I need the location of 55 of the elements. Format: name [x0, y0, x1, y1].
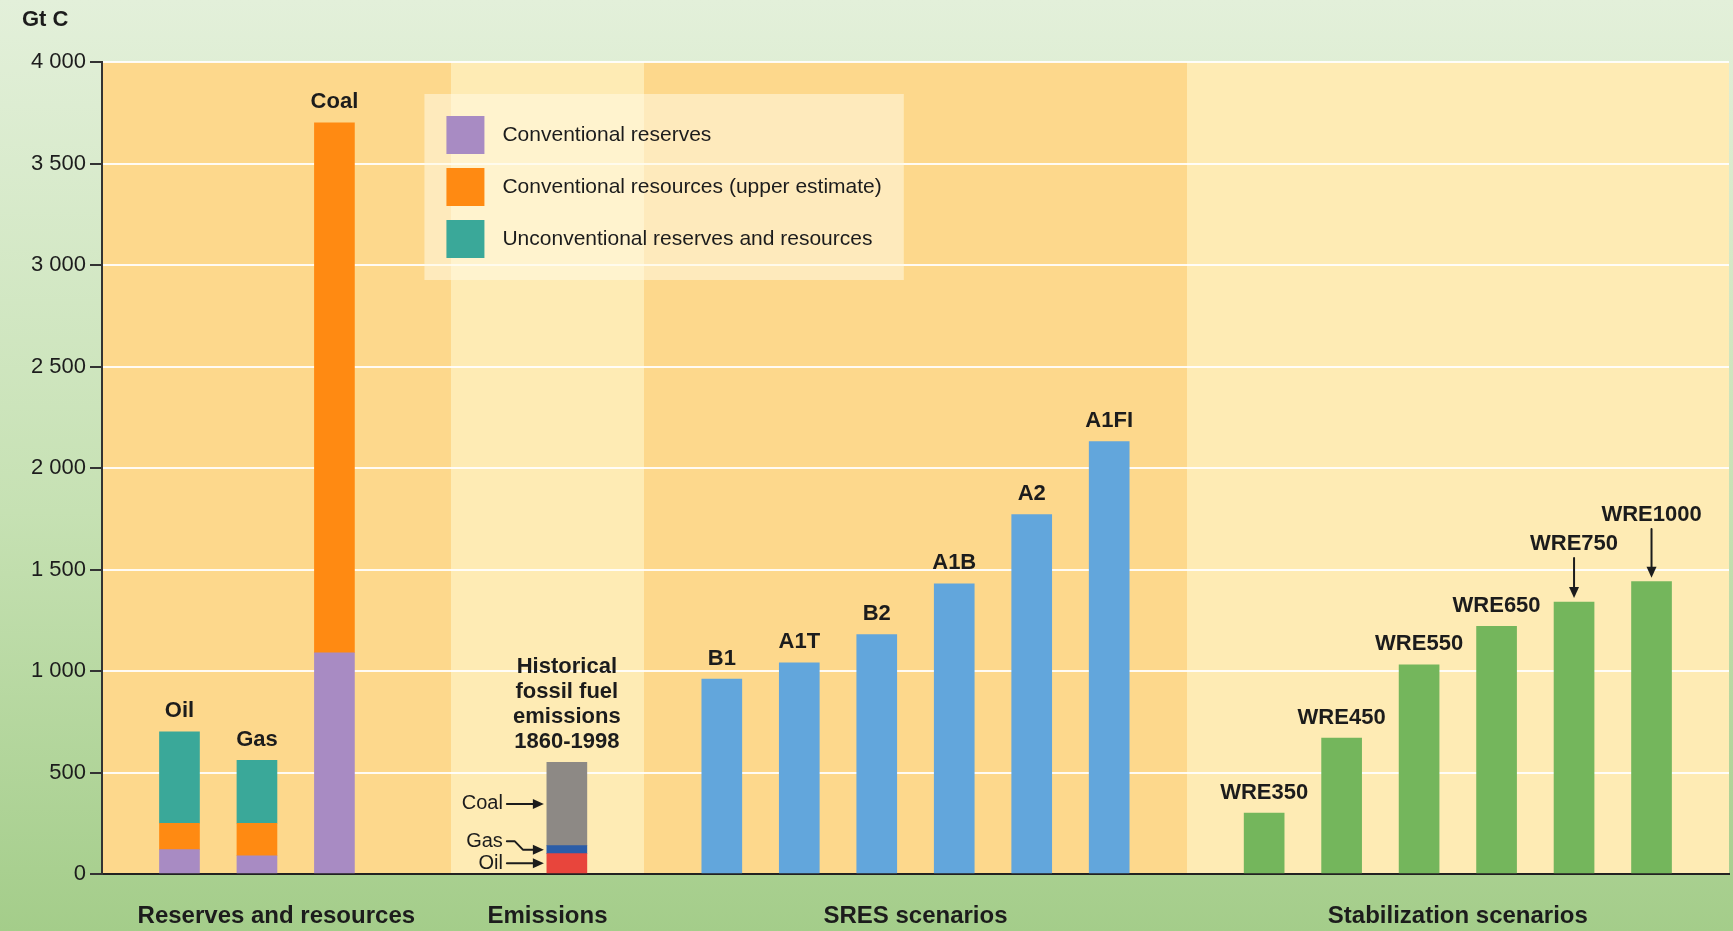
y-tick-label: 1 500	[30, 555, 86, 581]
text: Stabilization scenarios	[1327, 900, 1588, 928]
y-tick-label: 2 000	[30, 454, 86, 480]
x-tick-label: A1B	[932, 549, 977, 575]
y-tick-label: 4 000	[30, 48, 86, 74]
bar	[546, 762, 588, 846]
x-tick-label: A2	[1017, 480, 1046, 506]
x-tick-label: Oil	[164, 697, 195, 723]
bar	[933, 583, 975, 874]
text: Oil	[478, 850, 503, 873]
bar	[1088, 441, 1130, 874]
text: SRES scenarios	[823, 900, 1008, 928]
bar	[1553, 601, 1595, 874]
bar	[1398, 664, 1440, 874]
legend-label: Conventional resources (upper estimate)	[502, 173, 882, 197]
bar	[159, 849, 200, 874]
y-tick-label: 500	[49, 758, 86, 784]
bar	[314, 122, 355, 654]
text: Reserves and resources	[137, 900, 416, 928]
y-tick-label: 3 500	[30, 149, 86, 175]
bar	[1631, 581, 1672, 874]
y-tick-label: 3 000	[30, 251, 86, 277]
x-tick-label: A1FI	[1085, 407, 1134, 433]
x-tick-label: Historical fossil fuel emissions 1860-1998	[513, 652, 621, 753]
x-tick-label: WRE350	[1220, 778, 1309, 804]
bar	[1321, 737, 1362, 874]
text: Emissions	[487, 900, 608, 928]
bar	[1243, 812, 1285, 874]
y-tick-label: 2 500	[30, 352, 86, 378]
x-tick-label: WRE550	[1375, 630, 1464, 656]
text: Coal	[461, 791, 503, 814]
bar	[1011, 514, 1053, 874]
legend-label: Conventional reserves	[502, 121, 712, 145]
legend-label: Unconventional reserves and resources	[502, 225, 873, 249]
bar	[314, 652, 355, 874]
bar	[778, 662, 820, 874]
x-tick-label: A1T	[778, 628, 821, 654]
bar	[1476, 626, 1517, 874]
bar	[159, 731, 200, 824]
bar	[236, 855, 278, 874]
bar	[701, 678, 743, 874]
x-tick-label: WRE650	[1452, 591, 1541, 617]
text: Gas	[466, 828, 503, 851]
bar	[856, 634, 898, 874]
x-tick-label: WRE450	[1297, 703, 1386, 729]
x-tick-label: B2	[862, 600, 891, 626]
x-tick-label: WRE750	[1530, 529, 1619, 555]
bar	[236, 822, 278, 857]
bar	[236, 759, 278, 824]
x-tick-label: WRE1000	[1601, 500, 1702, 526]
y-axis-title: Gt C	[22, 6, 69, 32]
y-tick-label: 0	[73, 860, 86, 886]
bar	[159, 822, 200, 850]
x-tick-label: B1	[707, 644, 736, 670]
y-tick-label: 1 000	[30, 657, 86, 683]
